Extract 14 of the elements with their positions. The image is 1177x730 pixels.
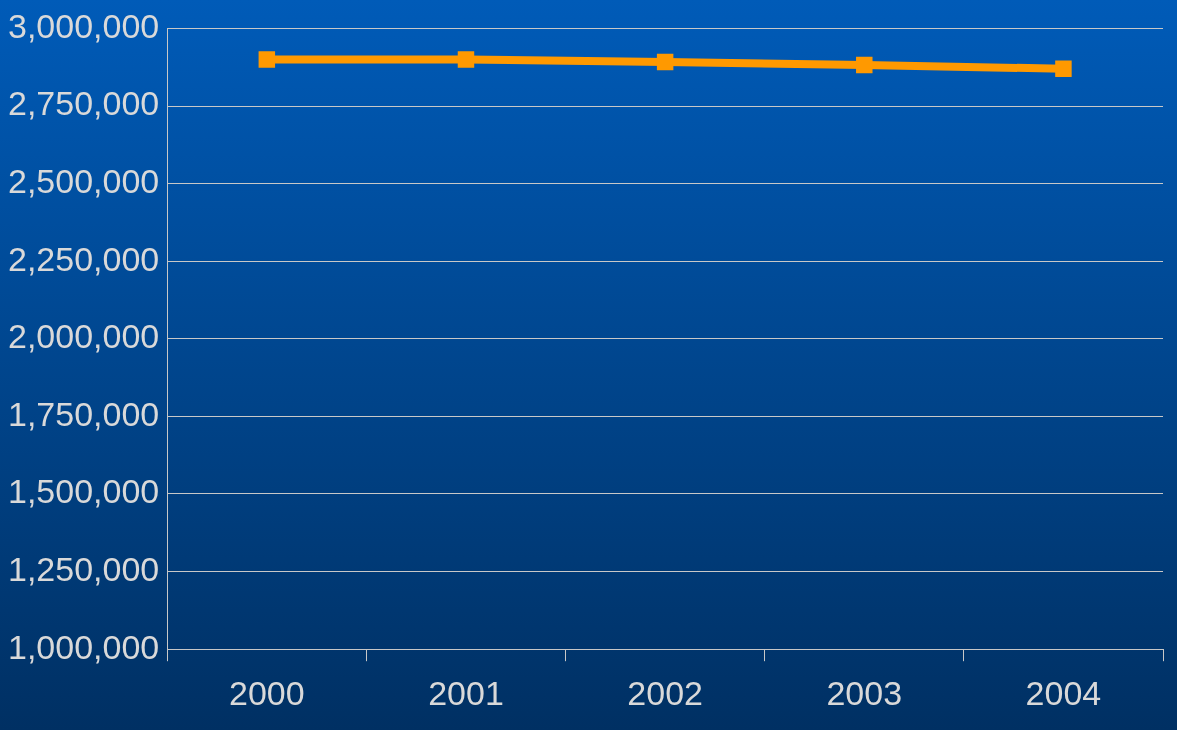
y-tick-label: 1,500,000 bbox=[7, 472, 160, 511]
x-tick-label: 2001 bbox=[428, 673, 504, 712]
y-tick-label: 2,000,000 bbox=[7, 317, 160, 356]
y-tick-label: 2,250,000 bbox=[7, 239, 160, 278]
x-tick-label: 2002 bbox=[627, 673, 703, 712]
y-tick-label: 1,250,000 bbox=[7, 549, 160, 588]
y-tick-label: 1,000,000 bbox=[7, 627, 160, 666]
x-tick-label: 2003 bbox=[826, 673, 903, 712]
x-tick-label: 2004 bbox=[1025, 673, 1102, 712]
y-tick-label: 2,750,000 bbox=[7, 84, 160, 123]
y-tick-label: 3,000,000 bbox=[7, 6, 160, 45]
y-tick-label: 2,500,000 bbox=[7, 161, 160, 200]
x-tick-label: 2000 bbox=[229, 673, 305, 712]
y-tick-label: 1,750,000 bbox=[7, 394, 160, 433]
